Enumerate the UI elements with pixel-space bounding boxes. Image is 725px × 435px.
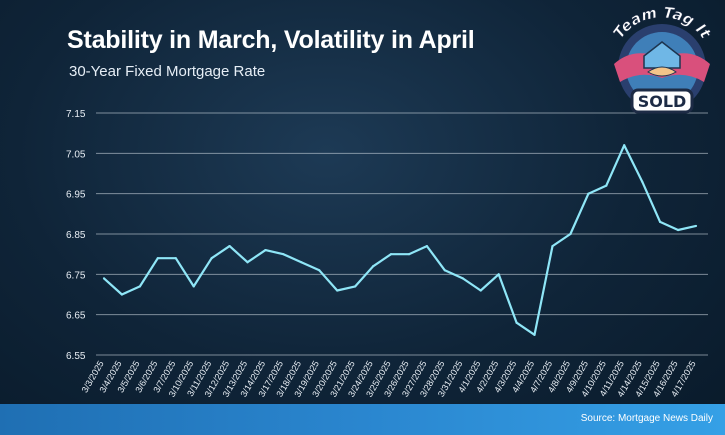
- series-layer: [102, 144, 698, 336]
- data-point: [102, 277, 106, 280]
- data-point: [120, 293, 124, 296]
- data-point: [156, 257, 159, 260]
- source-label: Source: Mortgage News Daily: [580, 413, 713, 424]
- x-axis-tick-labels: 3/3/20253/4/20253/5/20253/6/20253/7/2025…: [80, 359, 698, 399]
- data-point: [479, 289, 482, 292]
- house-icon: [643, 41, 681, 69]
- data-point: [371, 265, 375, 268]
- data-point: [551, 245, 554, 248]
- data-point: [318, 269, 321, 272]
- data-point: [461, 277, 464, 280]
- data-point: [605, 184, 608, 187]
- y-tick-label: 6.95: [66, 190, 86, 201]
- data-point: [515, 321, 518, 324]
- line-chart: 7.15 7.05 6.95 6.85 6.75 6.65 6.55 3/3/20253/4…: [66, 109, 708, 399]
- data-point: [623, 144, 626, 147]
- data-point: [694, 224, 698, 228]
- y-axis-tick-labels: 7.15 7.05 6.95 6.85 6.75 6.65 6.55: [66, 109, 86, 362]
- y-tick-label: 7.15: [66, 109, 86, 120]
- data-point: [282, 253, 285, 256]
- data-point: [676, 228, 680, 232]
- data-point: [228, 245, 231, 248]
- data-point: [641, 180, 644, 183]
- y-tick-label: 6.85: [66, 230, 86, 241]
- data-point: [336, 289, 339, 292]
- data-point: [587, 192, 590, 195]
- y-tick-label: 6.75: [66, 270, 86, 281]
- data-point: [138, 285, 141, 288]
- chart-title: Stability in March, Volatility in April: [67, 26, 475, 54]
- chart-subtitle: 30-Year Fixed Mortgage Rate: [69, 63, 266, 80]
- data-point: [174, 257, 177, 260]
- y-tick-label: 6.55: [66, 351, 86, 362]
- data-point: [246, 261, 249, 264]
- data-point: [569, 232, 572, 236]
- gridlines: [96, 112, 708, 356]
- data-point: [659, 220, 662, 223]
- y-tick-label: 6.65: [66, 311, 86, 322]
- data-point: [300, 261, 303, 264]
- data-point: [192, 285, 195, 288]
- sold-badge-text: SOLD: [638, 92, 687, 111]
- data-point: [389, 253, 393, 256]
- data-point: [407, 253, 411, 256]
- data-point: [354, 285, 357, 288]
- team-tag-it-sold-logo: SOLD Team Tag It: [609, 6, 715, 114]
- data-point: [533, 333, 536, 336]
- data-point: [264, 249, 267, 252]
- data-point: [425, 245, 429, 248]
- data-point: [497, 273, 500, 276]
- footer-bar: Source: Mortgage News Daily: [0, 404, 725, 435]
- data-point: [210, 257, 213, 260]
- handshake-icon: [647, 66, 677, 77]
- sold-badge: [630, 88, 694, 114]
- y-tick-label: 7.05: [66, 149, 86, 160]
- series-line: [103, 144, 697, 336]
- data-point: [443, 269, 446, 272]
